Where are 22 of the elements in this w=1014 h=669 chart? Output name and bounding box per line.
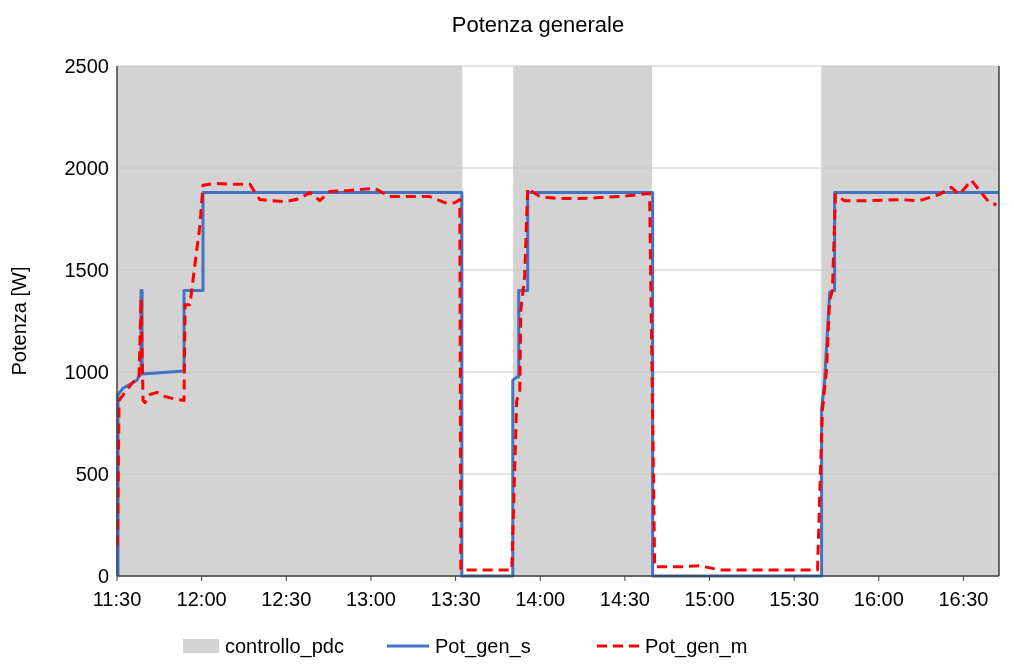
y-tick-label: 1500 <box>64 259 109 281</box>
x-tick-label: 12:30 <box>261 588 312 610</box>
x-tick-label: 15:30 <box>769 588 820 610</box>
x-tick-label: 15:00 <box>684 588 735 610</box>
legend-label: Pot_gen_s <box>435 635 531 658</box>
x-tick-label: 14:00 <box>515 588 566 610</box>
x-tick-label: 12:00 <box>176 588 227 610</box>
x-tick-label: 14:30 <box>599 588 650 610</box>
y-tick-label: 0 <box>97 565 109 587</box>
legend-label: controllo_pdc <box>225 635 344 658</box>
chart-title: Potenza generale <box>451 12 625 37</box>
x-tick-label: 13:00 <box>345 588 396 610</box>
legend-label: Pot_gen_m <box>645 635 748 658</box>
x-tick-label: 13:30 <box>430 588 481 610</box>
y-tick-label: 2000 <box>64 157 109 179</box>
x-tick-label: 16:00 <box>853 588 904 610</box>
y-tick-label: 2500 <box>64 55 109 77</box>
x-tick-label: 11:30 <box>92 588 142 610</box>
y-tick-label: 1000 <box>64 361 109 383</box>
x-tick-label: 16:30 <box>938 588 989 610</box>
y-axis-title: Potenza [W] <box>8 266 30 376</box>
y-tick-label: 500 <box>75 463 109 485</box>
